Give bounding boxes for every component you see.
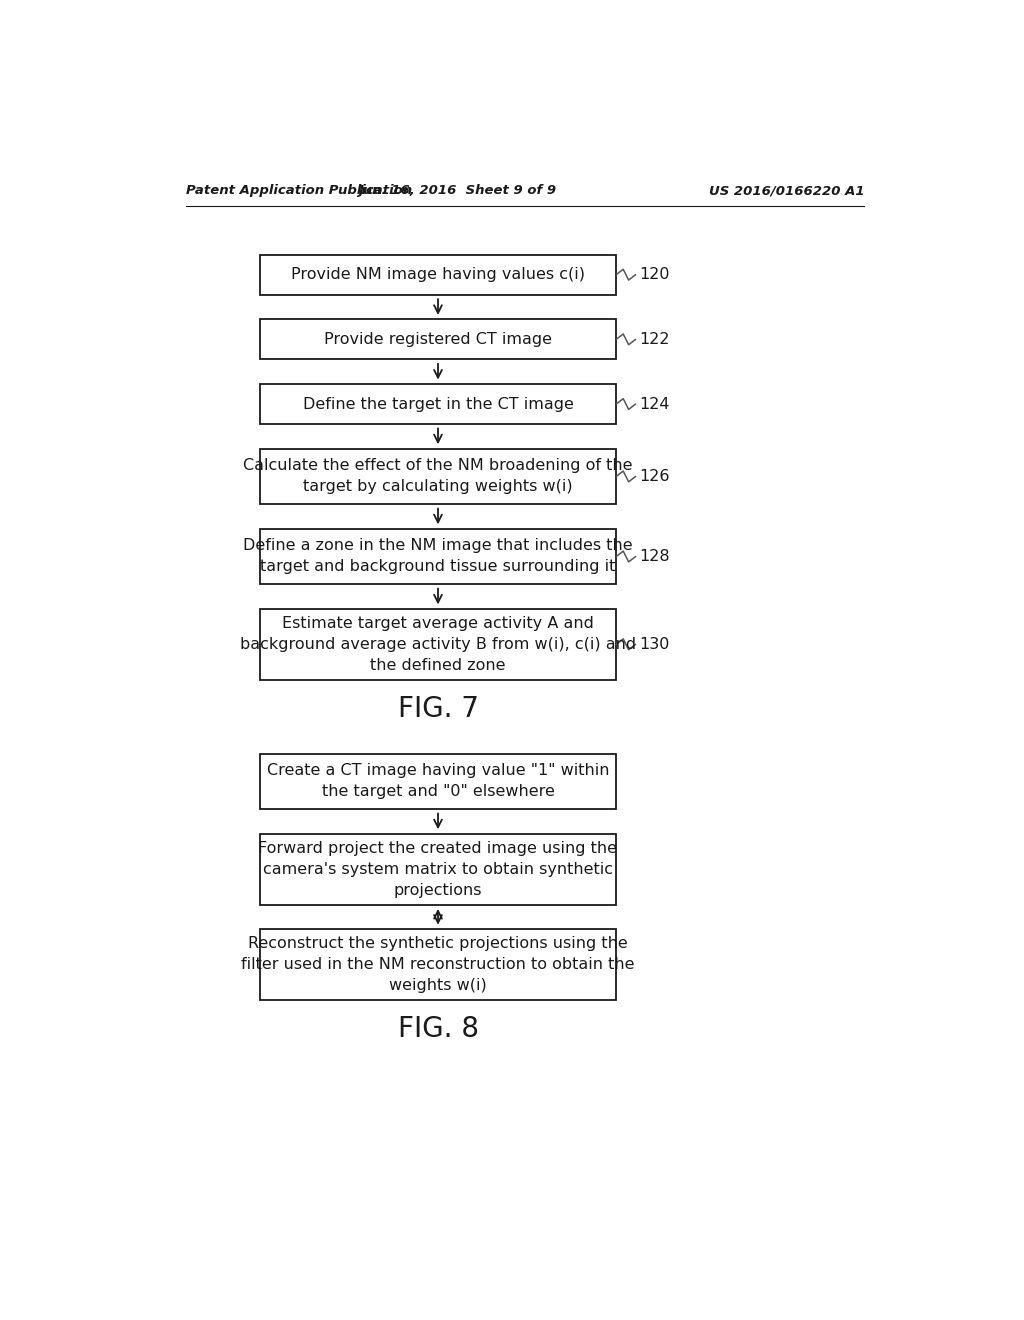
Text: Provide NM image having values c(i): Provide NM image having values c(i) [291,267,585,282]
FancyBboxPatch shape [260,754,616,809]
Text: Provide registered CT image: Provide registered CT image [324,331,552,347]
FancyBboxPatch shape [260,255,616,294]
Text: US 2016/0166220 A1: US 2016/0166220 A1 [709,185,864,197]
Text: 124: 124 [640,396,670,412]
Text: 128: 128 [640,549,670,564]
Text: 126: 126 [640,469,670,484]
Text: 120: 120 [640,267,670,282]
FancyBboxPatch shape [260,609,616,680]
Text: 122: 122 [640,331,670,347]
Text: Patent Application Publication: Patent Application Publication [186,185,413,197]
FancyBboxPatch shape [260,384,616,424]
FancyBboxPatch shape [260,929,616,1001]
FancyBboxPatch shape [260,449,616,504]
Text: FIG. 7: FIG. 7 [397,694,478,723]
Text: Estimate target average activity A and
background average activity B from w(i), : Estimate target average activity A and b… [240,615,636,673]
Text: FIG. 8: FIG. 8 [397,1015,478,1043]
Text: Define the target in the CT image: Define the target in the CT image [302,396,573,412]
FancyBboxPatch shape [260,529,616,585]
Text: Create a CT image having value "1" within
the target and "0" elsewhere: Create a CT image having value "1" withi… [266,763,609,800]
FancyBboxPatch shape [260,319,616,359]
Text: Jun. 16, 2016  Sheet 9 of 9: Jun. 16, 2016 Sheet 9 of 9 [358,185,556,197]
Text: Reconstruct the synthetic projections using the
filter used in the NM reconstruc: Reconstruct the synthetic projections us… [242,936,635,993]
Text: Calculate the effect of the NM broadening of the
target by calculating weights w: Calculate the effect of the NM broadenin… [244,458,633,495]
Text: Define a zone in the NM image that includes the
target and background tissue sur: Define a zone in the NM image that inclu… [243,539,633,574]
Text: Forward project the created image using the
camera's system matrix to obtain syn: Forward project the created image using … [258,841,617,898]
FancyBboxPatch shape [260,834,616,904]
Text: 130: 130 [640,636,670,652]
